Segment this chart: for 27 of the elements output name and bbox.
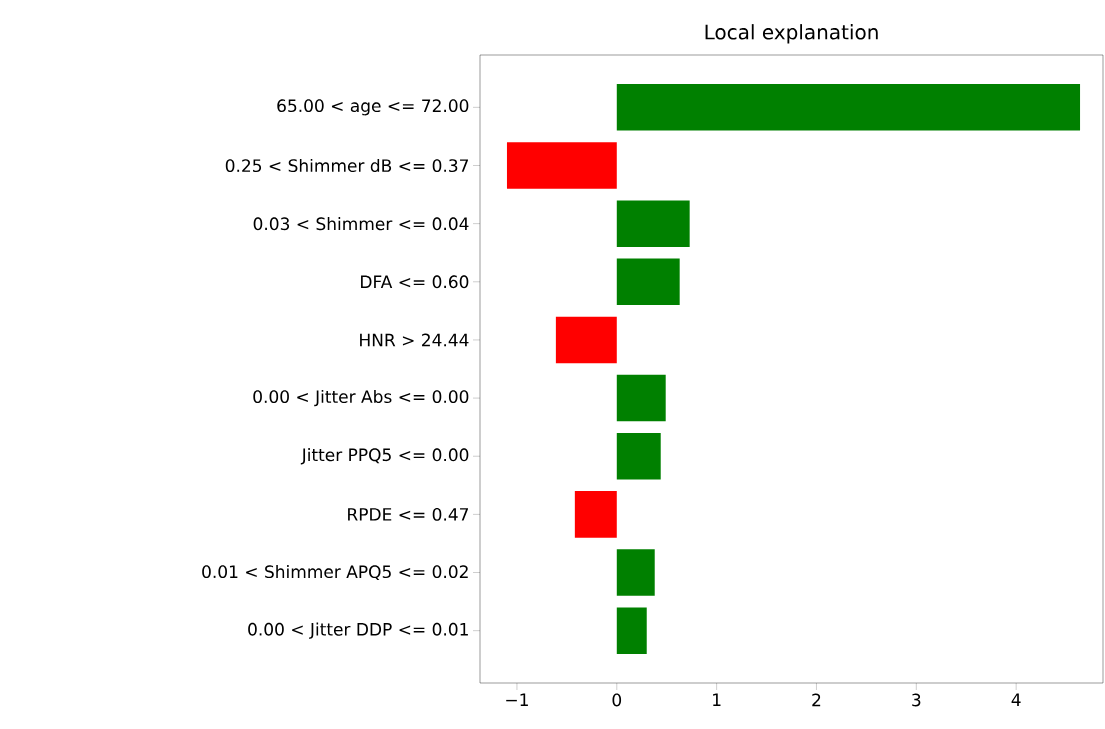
x-tick-label: 4 (1011, 693, 1021, 706)
y-tick-label: RPDE <= 0.47 (348, 507, 469, 521)
x-tick-label: 2 (812, 693, 821, 707)
y-tick-label: 0.00 < Jitter DDP <= 0.01 (248, 622, 468, 639)
chart-title: Local explanation (705, 24, 878, 44)
bar (574, 491, 617, 538)
bar (616, 432, 661, 480)
x-tick-label: 1 (713, 693, 721, 706)
y-tick-label: 0.25 < Shimmer dB <= 0.37 (225, 158, 468, 173)
y-tick-label: HNR > 24.44 (360, 333, 469, 347)
x-tick-label: −1 (506, 693, 528, 706)
y-tick-label: 65.00 < age <= 72.00 (277, 99, 469, 116)
bar (616, 607, 647, 654)
bar (616, 374, 666, 422)
x-tick-label: 0 (612, 693, 622, 707)
x-tick-label: 3 (912, 693, 921, 707)
bar (616, 84, 1081, 131)
bar (506, 142, 617, 189)
y-tick-label: 0.00 < Jitter Abs <= 0.00 (253, 389, 469, 407)
bar (616, 258, 680, 306)
y-tick-label: Jitter PPQ5 <= 0.00 (300, 448, 469, 465)
y-tick-label: 0.01 < Shimmer APQ5 <= 0.02 (202, 564, 468, 581)
y-tick-label: DFA <= 0.60 (361, 275, 469, 289)
y-tick-label: 0.03 < Shimmer <= 0.04 (253, 217, 469, 231)
bar (616, 549, 655, 596)
bar (555, 316, 617, 364)
bar (616, 200, 690, 247)
